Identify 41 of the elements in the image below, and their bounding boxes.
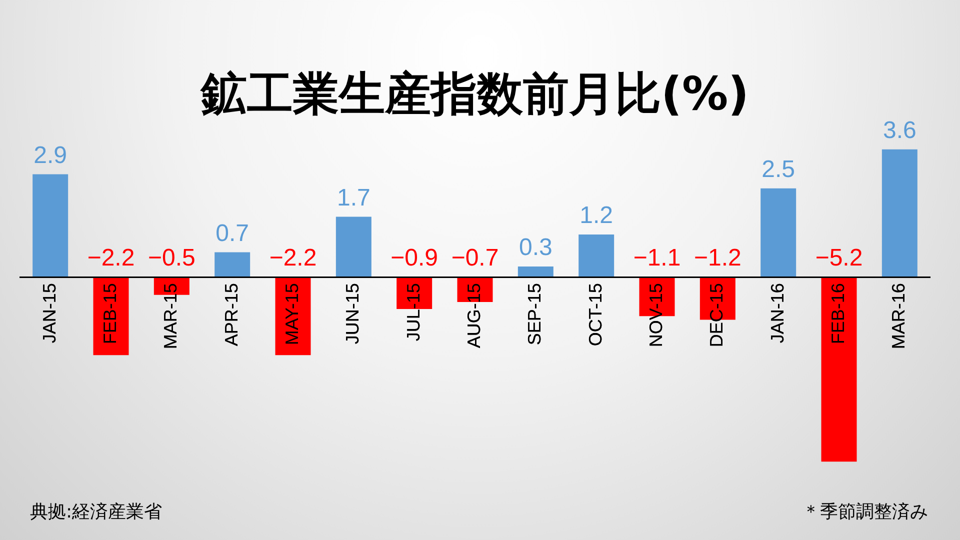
text: ＊季節調整済み: [802, 502, 928, 523]
x-tick-label: APR-15: [221, 283, 242, 346]
data-label: 2.5: [762, 156, 796, 184]
x-tick-label: FEB-16: [828, 283, 848, 344]
bar: [760, 188, 796, 278]
data-label: −0.5: [148, 244, 196, 272]
x-tick-label: SEP-15: [524, 283, 545, 346]
data-label: −2.2: [87, 244, 135, 272]
data-label: 2.9: [34, 142, 68, 169]
data-label: 1.7: [336, 184, 370, 212]
x-tick-label: DEC-15: [706, 283, 727, 348]
bar: [578, 234, 614, 278]
x-tick-label: JAN-15: [39, 283, 60, 344]
bar: [32, 174, 68, 278]
x-tick-label: MAR-16: [888, 283, 909, 350]
x-tick-label: NOV-15: [646, 283, 666, 348]
x-tick-label: JAN-16: [767, 283, 788, 344]
data-label: 1.2: [580, 202, 614, 230]
data-label: −2.2: [269, 244, 317, 272]
bar: [336, 216, 372, 278]
data-label: −0.9: [390, 244, 438, 272]
bar: [882, 149, 918, 278]
data-label: −1.2: [694, 244, 742, 272]
x-tick-label: MAY-15: [282, 283, 302, 346]
chart-title: 鉱工業生産指数前月比(%): [198, 66, 750, 121]
x-tick-label: JUL-15: [403, 283, 424, 342]
data-label: −0.7: [451, 244, 499, 272]
data-label: −5.2: [815, 244, 863, 272]
data-label: 3.6: [882, 117, 916, 144]
data-label: 0.7: [216, 220, 250, 247]
x-tick-label: FEB-15: [100, 283, 120, 344]
bar: [214, 252, 250, 278]
text: 典拠:経済産業省: [30, 502, 162, 523]
x-tick-label: MAR-15: [160, 283, 181, 350]
data-label: −1.1: [633, 244, 681, 272]
bar: [518, 266, 554, 278]
bar: [821, 277, 857, 462]
data-label: 0.3: [518, 234, 552, 262]
x-tick-label: JUN-15: [342, 283, 363, 344]
x-tick-label: AUG-15: [464, 283, 484, 348]
x-tick-label: OCT-15: [585, 283, 606, 346]
